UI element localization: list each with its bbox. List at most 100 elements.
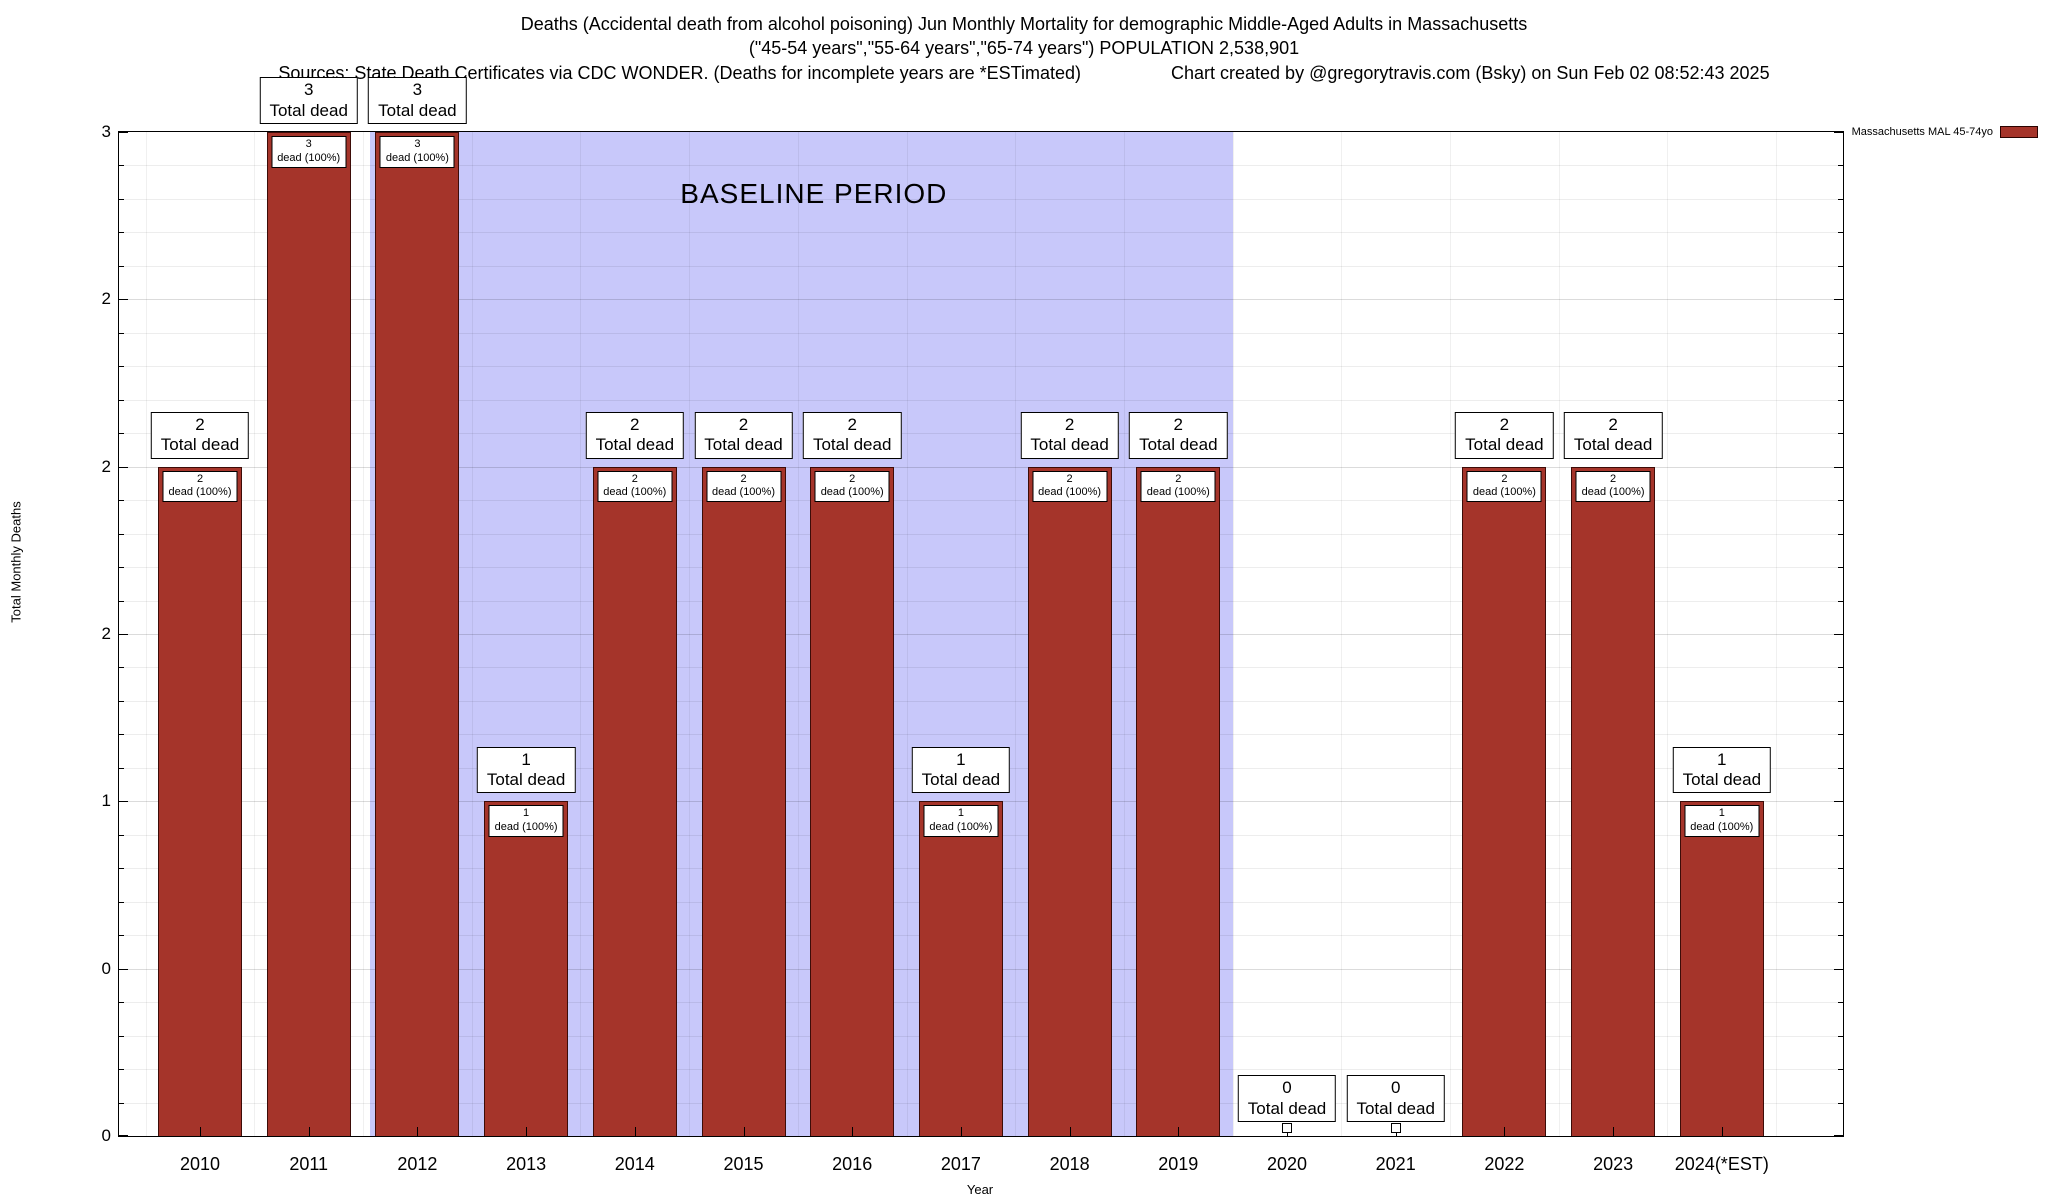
gridline [119, 299, 1843, 301]
zero-bar-marker-2020 [1282, 1123, 1292, 1133]
gridline [119, 265, 1843, 267]
bar-total-label-2011: 3 Total dead [259, 77, 358, 124]
chart-title: Deaths (Accidental death from alcohol po… [520, 14, 1528, 34]
y-axis-tick [119, 299, 128, 301]
y-axis-tick [119, 700, 124, 702]
gridline [119, 466, 1843, 468]
y-axis-tick-mirror [1838, 667, 1843, 669]
gridline [119, 433, 1843, 435]
bar-total-label-2021: 0 Total dead [1346, 1075, 1445, 1122]
bar-count: 1 [521, 749, 531, 769]
bar-count: 2 [195, 414, 205, 434]
gridline [119, 332, 1843, 334]
y-axis-tick [119, 332, 124, 334]
y-axis-tick [119, 1035, 124, 1037]
gridline [119, 734, 1843, 736]
y-axis-tick [119, 366, 124, 368]
bar-count: 2 [630, 414, 640, 434]
bar-inside-label-2014: 2 dead (100%) [597, 470, 673, 503]
y-axis-tick-mirror [1834, 634, 1843, 635]
bar-count-label: dead (100%) [1581, 486, 1645, 499]
x-tick-label-2012: 2012 [397, 1154, 438, 1174]
bar-2013 [484, 801, 569, 1136]
y-axis-tick-mirror [1838, 600, 1843, 602]
bar-count: 2 [1173, 414, 1184, 434]
bar-total-label-2012: 3 Total dead [368, 77, 467, 124]
chart-credit: Chart created by @gregorytravis.com (Bsk… [1171, 62, 1770, 83]
x-tick-label-2018: 2018 [1049, 1154, 1090, 1174]
bar-count: 2 [1499, 414, 1510, 434]
bar-total-label-2020: 0 Total dead [1237, 1075, 1337, 1122]
bar-count: 2 [740, 472, 747, 485]
y-axis-tick [119, 433, 124, 435]
x-axis-tick [1504, 1127, 1506, 1136]
bar-count-label: dead (100%) [1038, 486, 1102, 499]
bar-count-label: dead (100%) [277, 151, 341, 164]
y-axis-tick [119, 1069, 124, 1071]
bar-count: 2 [849, 472, 856, 485]
bar-count: 0 [1390, 1078, 1401, 1098]
y-axis-tick-mirror [1834, 132, 1843, 133]
y-axis-tick [119, 1102, 124, 1104]
gridline [119, 232, 1843, 234]
gridline [1232, 132, 1234, 1136]
x-axis-tick [960, 1127, 962, 1136]
x-axis-tick [1178, 1127, 1180, 1136]
bar-count-label: dead (100%) [1690, 821, 1754, 834]
gridline [580, 132, 582, 1136]
bar-count: 3 [412, 80, 423, 100]
y-axis-tick-mirror [1838, 700, 1843, 702]
bar-2012 [375, 132, 460, 1136]
y-tick-label-2: 1 [101, 791, 111, 811]
baseline-period-label: BASELINE PERIOD [680, 178, 948, 209]
y-axis-tick-mirror [1838, 1002, 1843, 1004]
x-axis-tick [852, 1127, 854, 1136]
chart-title-block: Deaths (Accidental death from alcohol po… [0, 12, 2048, 85]
bar-count-label: Total dead [1465, 435, 1544, 455]
bar-count-label: dead (100%) [603, 486, 667, 499]
bar-inside-label-2012: 3 dead (100%) [379, 136, 455, 168]
plot-area: BASELINE PERIOD 0 0 1 2 2 2 3 2 Total dead 2 dead (… [102, 77, 1844, 1174]
gridline [689, 132, 691, 1136]
bar-count: 2 [1608, 414, 1618, 434]
x-axis-title: Year [966, 1182, 994, 1197]
y-axis-tick [119, 834, 124, 836]
y-axis-tick [119, 767, 124, 769]
bar-total-label-2022: 2 Total dead [1455, 411, 1554, 459]
gridline [119, 366, 1843, 368]
bar-inside-label-2010: 2 dead (100%) [162, 470, 238, 503]
bar-count-label: dead (100%) [385, 151, 449, 164]
y-axis-tick-mirror [1838, 433, 1843, 435]
gridline [119, 567, 1843, 569]
gridline [119, 399, 1843, 401]
x-axis-tick [526, 1127, 528, 1136]
gridline [1341, 132, 1343, 1136]
y-axis-tick-mirror [1834, 1135, 1843, 1136]
y-axis-tick [119, 500, 124, 502]
bar-count-label: Total dead [269, 100, 348, 120]
bar-total-label-2018: 2 Total dead [1020, 411, 1119, 459]
x-tick-label-2024(*EST): 2024(*EST) [1674, 1154, 1769, 1174]
y-axis-tick-mirror [1834, 299, 1843, 301]
bar-2024(*EST) [1679, 801, 1764, 1136]
chart-sources: Sources: State Death Certificates via CD… [278, 62, 1081, 83]
bar-total-label-2014: 2 Total dead [585, 411, 685, 459]
bar-count: 3 [303, 80, 314, 100]
bar-total-label-2017: 1 Total dead [911, 746, 1011, 794]
x-tick-label-2023: 2023 [1593, 1154, 1634, 1174]
y-axis-tick [119, 1135, 128, 1136]
chart-subtitle: ("45-54 years","55-64 years","65-74 year… [748, 38, 1300, 59]
bar-count-label: Total dead [1356, 1098, 1435, 1118]
bar-count-label: Total dead [486, 769, 566, 789]
y-axis-title: Total Monthly Deaths [8, 501, 24, 623]
y-axis-tick [119, 466, 128, 468]
y-axis-tick-mirror [1838, 1035, 1843, 1037]
gridline [1667, 132, 1669, 1136]
x-axis-tick [1721, 1127, 1723, 1136]
gridline [1558, 132, 1560, 1136]
bar-inside-label-2024(*EST): 1 dead (100%) [1684, 805, 1760, 837]
y-axis-tick [119, 901, 124, 903]
y-axis-tick-mirror [1838, 1102, 1843, 1104]
x-tick-label-2021: 2021 [1375, 1154, 1416, 1174]
